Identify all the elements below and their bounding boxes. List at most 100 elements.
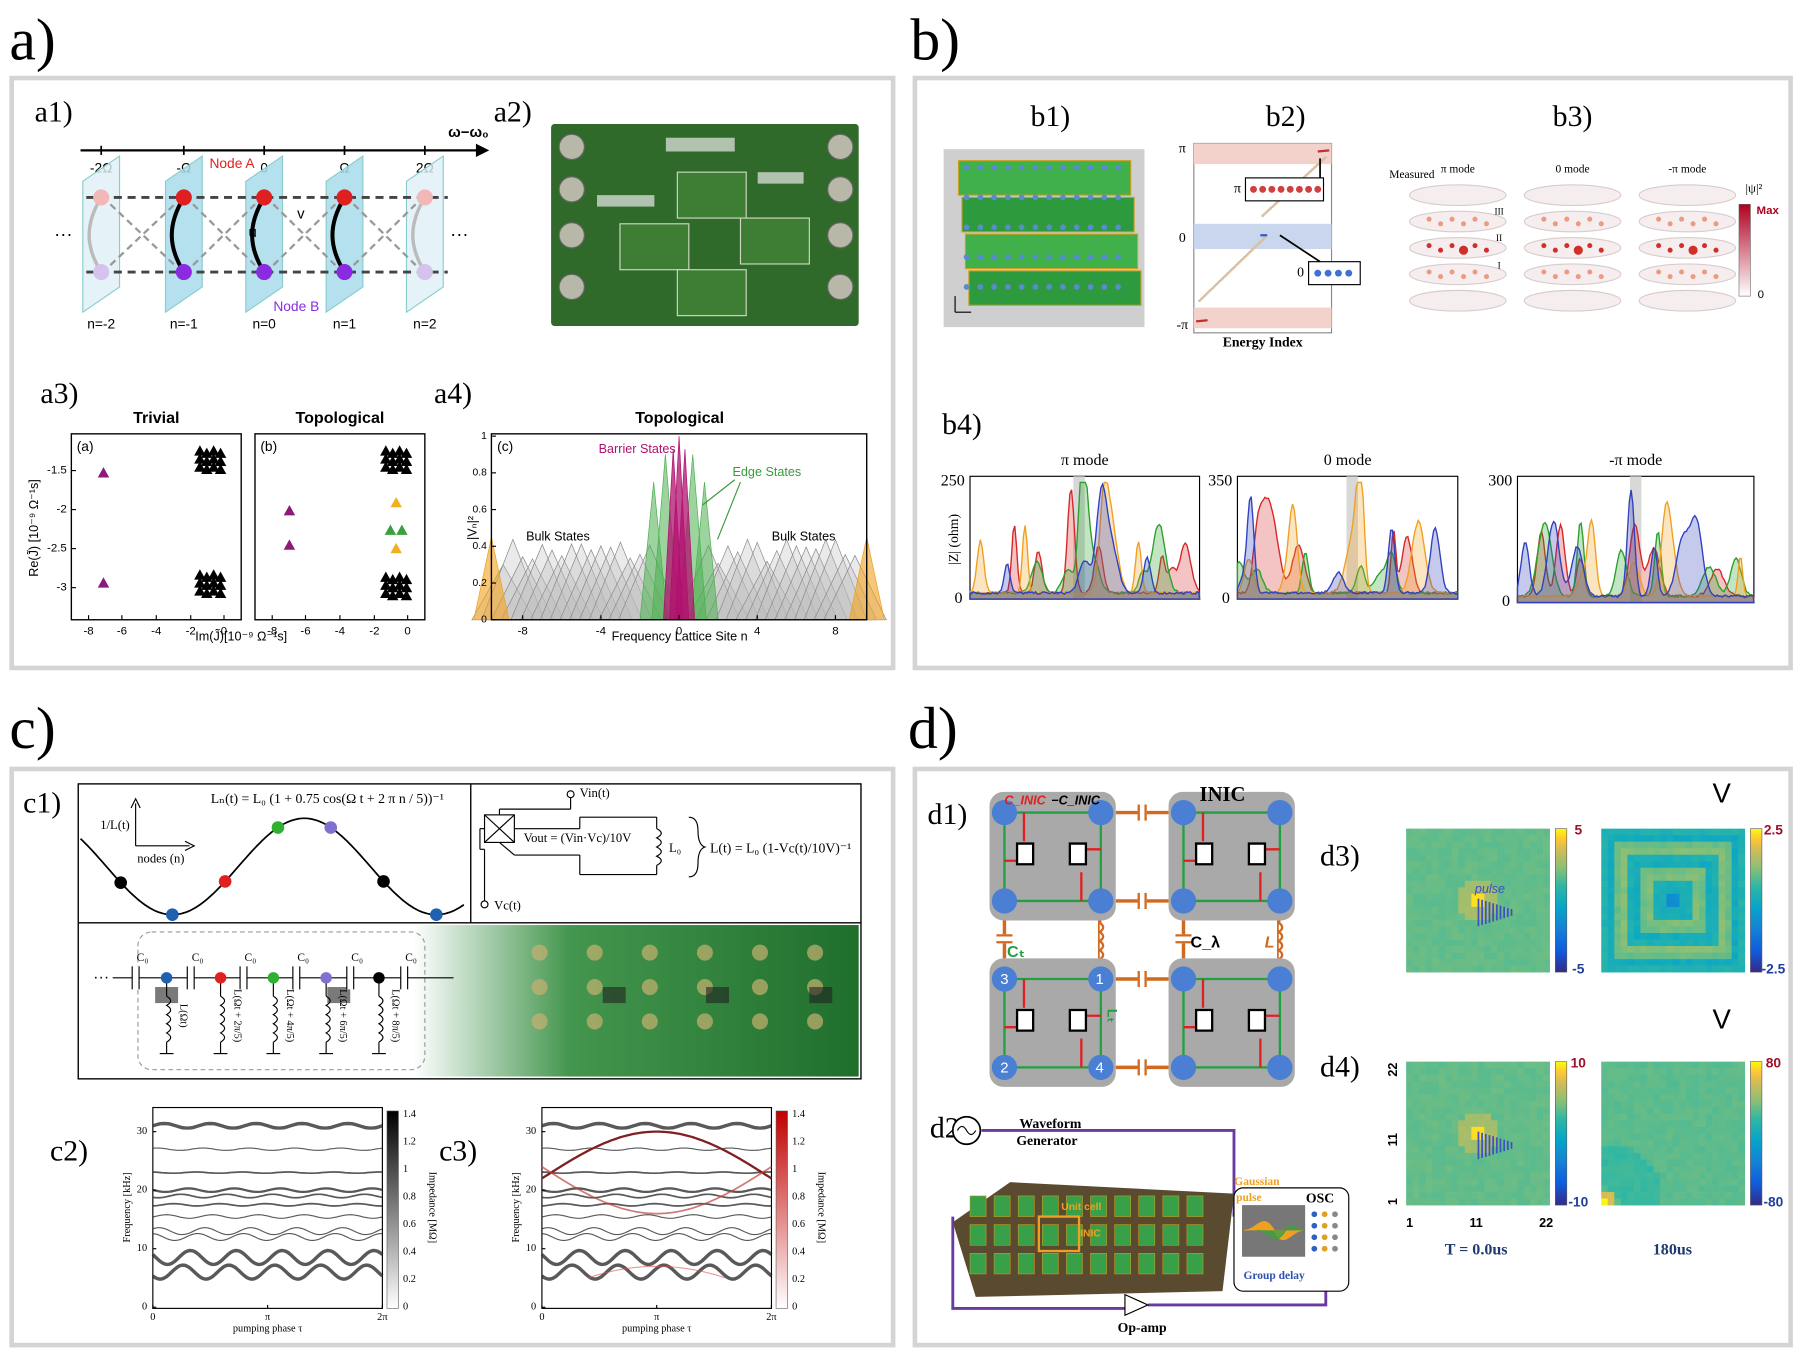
- heatmap-cell: [1438, 906, 1446, 914]
- heatmap-cell: [1601, 1159, 1609, 1167]
- heatmap-cell: [1666, 861, 1674, 869]
- heatmap-cell: [1432, 1081, 1440, 1089]
- heatmap-cell: [1471, 1126, 1479, 1134]
- impedance-spectrum: [969, 489, 1201, 600]
- inset-dot: [1324, 269, 1332, 277]
- heatmap-cell: [1614, 1081, 1622, 1089]
- heatmap-cell: [1536, 1074, 1544, 1082]
- heatmap-cell: [1530, 952, 1537, 960]
- heatmap-cell: [1738, 946, 1746, 953]
- impedance-spectrum: [969, 482, 1201, 600]
- heatmap-cell: [1490, 887, 1498, 895]
- label: d1): [928, 798, 968, 831]
- heatmap-cell: [1438, 1087, 1446, 1095]
- amplitude-dot: [1426, 243, 1432, 249]
- eigenvalue-marker: [380, 587, 392, 598]
- heatmap-cell: [1731, 900, 1739, 908]
- heatmap-cell: [1672, 1113, 1680, 1121]
- heatmap-cell: [1432, 1068, 1440, 1076]
- heatmap-cell: [1471, 1081, 1479, 1089]
- heatmap-cell: [1601, 1074, 1609, 1082]
- heatmap-cell: [1672, 848, 1680, 856]
- heatmap-cell: [1477, 1068, 1485, 1076]
- xticks: 2π: [766, 1312, 777, 1323]
- heatmap-cell: [1490, 1061, 1498, 1069]
- intra-coupling: [250, 196, 266, 274]
- heatmap-cell: [1679, 854, 1687, 862]
- amplitude-dot: [1713, 221, 1719, 227]
- heatmap-cell: [1530, 919, 1537, 927]
- heatmap-cell: [1543, 952, 1550, 960]
- heatmap-cell: [1666, 1107, 1674, 1115]
- heatmap-cell: [1503, 900, 1511, 908]
- yticks: 0: [142, 1302, 147, 1313]
- inductors: L(Ωt + 6π/5): [337, 989, 348, 1042]
- heatmap-cell: [1699, 841, 1706, 849]
- heatmap-cell: [1738, 906, 1746, 914]
- heatmap-cell: [1412, 919, 1420, 927]
- heatmap-cell: [1627, 1094, 1635, 1102]
- heatmap-cell: [1659, 854, 1667, 862]
- heatmap-cell: [1543, 1198, 1550, 1206]
- heatmap-cell: [1679, 900, 1687, 908]
- heatmap-cell: [1627, 1107, 1635, 1115]
- heatmap-cell: [1510, 1113, 1518, 1121]
- heatmap-cell: [1523, 939, 1531, 947]
- xticks: 0: [676, 625, 682, 637]
- heatmap-cell: [1445, 946, 1453, 953]
- heatmap-cell: [1438, 946, 1446, 953]
- heatmap-cell: [1738, 1126, 1746, 1134]
- heatmap-cell: [1445, 887, 1453, 895]
- impedance-spectrum: [1516, 521, 1755, 604]
- heatmap-cell: [1705, 1094, 1713, 1102]
- heatmap-cell: [1523, 959, 1531, 966]
- heatmap-cell: [1445, 1133, 1453, 1141]
- heatmap-cell: [1425, 906, 1433, 914]
- heatmap-cell: [1627, 848, 1635, 856]
- heatmap-cell: [1699, 893, 1706, 901]
- heatmap-cell: [1646, 1133, 1654, 1141]
- heatmap-cell: [1543, 926, 1550, 934]
- amplitude-dot: [1587, 243, 1593, 249]
- capacitors: C₀: [405, 952, 417, 964]
- heatmap-cell: [1633, 1061, 1641, 1069]
- heatmap-cell: [1438, 1165, 1446, 1173]
- heatmap-cell: [1705, 1068, 1713, 1076]
- heatmap-cell: [1601, 828, 1609, 836]
- heatmap-cell: [1712, 887, 1719, 895]
- heatmap-cell: [1627, 900, 1635, 908]
- heatmap-cell: [1731, 874, 1739, 882]
- eigenvalue-marker: [207, 461, 220, 472]
- heatmap-cell: [1686, 913, 1693, 921]
- heatmap-cell: [1419, 1120, 1427, 1128]
- heatmap-cell: [1607, 841, 1615, 849]
- amplitude-dot: [1438, 247, 1444, 253]
- heatmap-cell: [1516, 835, 1524, 843]
- heatmap-cell: [1633, 1081, 1641, 1089]
- heatmap-cell: [1432, 1100, 1440, 1108]
- heatmap-cell: [1699, 900, 1706, 908]
- amplitude-dot: [1564, 269, 1570, 275]
- nodes: 3: [1000, 971, 1008, 988]
- component-dot: [1060, 194, 1066, 201]
- heatmap-cell: [1451, 926, 1459, 934]
- heatmap-cell: [1731, 1139, 1739, 1147]
- heatmap-cell: [1497, 841, 1505, 849]
- inic-symbol: [1194, 842, 1267, 866]
- heatmap-cell: [1718, 1120, 1726, 1128]
- heatmap-cell: [1425, 887, 1433, 895]
- heatmap-cell: [1692, 1165, 1700, 1173]
- heatmap-cell: [1738, 861, 1746, 869]
- heatmap-cell: [1640, 946, 1648, 953]
- colorbar-ticks: 0: [403, 1302, 408, 1313]
- impedance-band: [541, 1202, 772, 1207]
- heatmap-cell: [1653, 959, 1661, 966]
- heatmap-cell: [1503, 861, 1511, 869]
- heatmap-cell: [1601, 1068, 1609, 1076]
- heatmap-cell: [1477, 946, 1485, 953]
- heatmap-cell: [1699, 1172, 1706, 1180]
- heatmap-cell: [1406, 965, 1414, 973]
- generator-wave: [956, 1125, 977, 1136]
- heatmap-cell: [1725, 1146, 1733, 1154]
- modes: π mode: [1441, 163, 1475, 175]
